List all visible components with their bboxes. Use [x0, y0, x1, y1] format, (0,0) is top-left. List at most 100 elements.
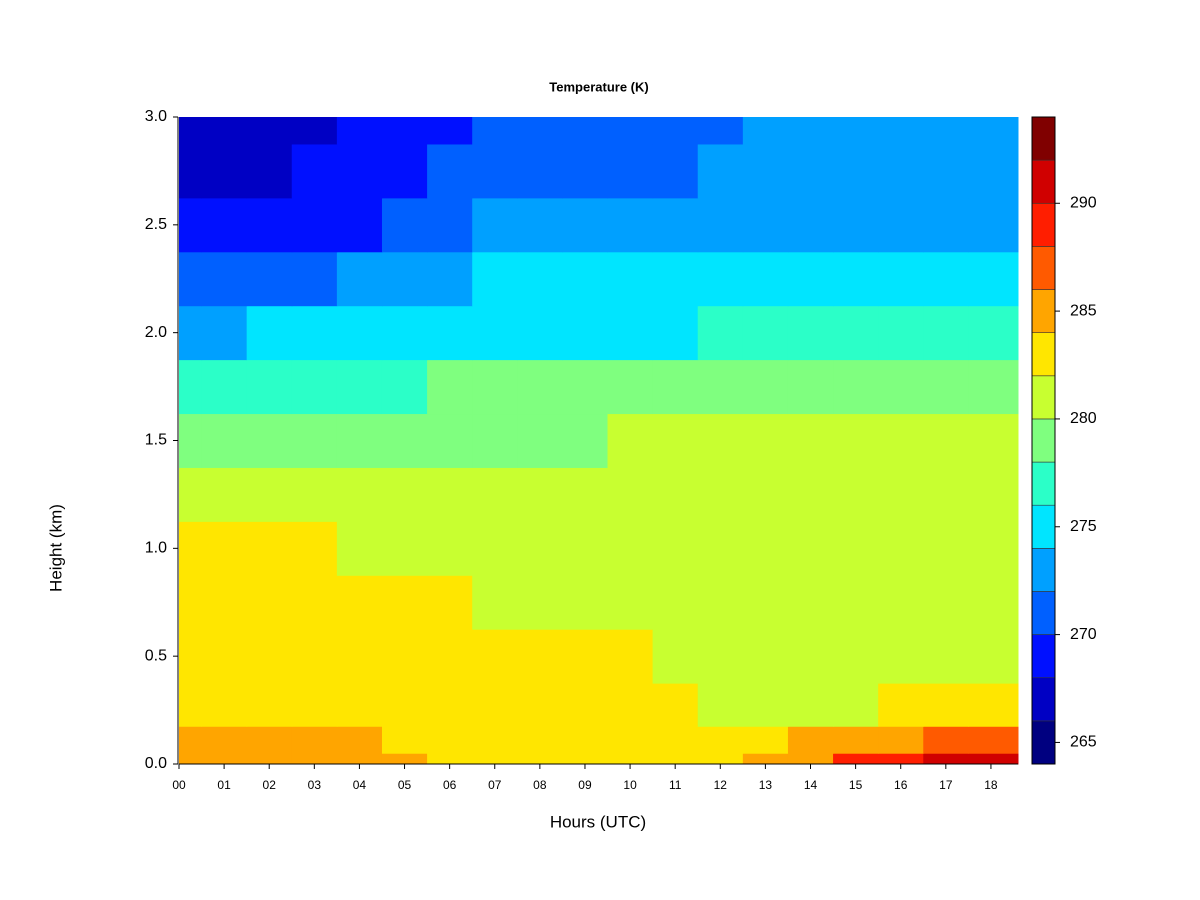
contour-cell [517, 521, 563, 576]
y-tick-label: 0.0 [145, 755, 167, 772]
contour-cell [472, 413, 518, 468]
contour-cell [179, 143, 203, 199]
contour-cell [201, 753, 248, 765]
contour-cell [291, 305, 338, 361]
contour-cell [878, 117, 924, 145]
colorbar-tick-label: 275 [1070, 518, 1097, 535]
contour-cell [742, 683, 789, 727]
contour-cell [742, 575, 789, 630]
contour-cell [923, 117, 969, 145]
contour-cell [179, 251, 203, 307]
chart-title: Temperature (K) [549, 79, 648, 94]
x-tick-label: 01 [217, 778, 231, 792]
contour-cell [697, 413, 744, 468]
contour-cell [697, 251, 744, 307]
y-tick-label: 1.0 [145, 540, 167, 557]
contour-cell [787, 726, 834, 754]
contour-cell [427, 575, 473, 630]
colorbar-swatch [1031, 289, 1056, 333]
contour-cell [878, 251, 924, 307]
contour-cell [472, 726, 518, 754]
contour-cell [291, 467, 338, 522]
contour-cell [336, 197, 383, 253]
contour-cell [179, 521, 203, 576]
contour-cell [652, 251, 699, 307]
x-tick-label: 03 [308, 778, 322, 792]
contour-cell [697, 359, 744, 415]
x-axis-label: Hours (UTC) [550, 812, 646, 831]
contour-cell [607, 197, 654, 253]
contour-cell [517, 683, 563, 727]
x-tick-label: 04 [353, 778, 367, 792]
contour-cell [697, 305, 744, 361]
contour-cell [923, 726, 969, 754]
contour-cell [833, 305, 879, 361]
contour-cell [427, 251, 473, 307]
contour-cell [179, 575, 203, 630]
contour-cell [787, 197, 834, 253]
contour-cell [787, 251, 834, 307]
contour-cell [201, 521, 248, 576]
contour-cell [472, 143, 518, 199]
contour-cell [833, 575, 879, 630]
contour-cell [179, 359, 203, 415]
contour-cell [562, 359, 609, 415]
x-tick-label: 05 [398, 778, 412, 792]
contour-field [179, 117, 1019, 765]
contour-cell [517, 629, 563, 684]
contour-cell [381, 117, 428, 145]
contour-cell [652, 629, 699, 684]
contour-cell [562, 413, 609, 468]
contour-cell [246, 143, 293, 199]
contour-cell [427, 726, 473, 754]
contour-cell [381, 726, 428, 754]
contour-cell [427, 197, 473, 253]
contour-cell [697, 683, 744, 727]
y-tick-label: 1.5 [145, 432, 167, 449]
colorbar-swatch [1031, 677, 1056, 722]
contour-cell [472, 359, 518, 415]
contour-cell [336, 726, 383, 754]
contour-cell [246, 251, 293, 307]
contour-cell [878, 467, 924, 522]
contour-cell [652, 117, 699, 145]
contour-cell [246, 305, 293, 361]
contour-cell [472, 575, 518, 630]
contour-cell [562, 251, 609, 307]
contour-cell [291, 521, 338, 576]
contour-cell [562, 305, 609, 361]
contour-cell [381, 467, 428, 522]
contour-cell [562, 197, 609, 253]
contour-cell [742, 117, 789, 145]
contour-cell [562, 726, 609, 754]
contour-cell [652, 753, 699, 765]
contour-cell [833, 753, 879, 765]
contour-cell [201, 683, 248, 727]
contour-cell [336, 575, 383, 630]
contour-cell [472, 197, 518, 253]
contour-cell [833, 521, 879, 576]
contour-cell [381, 629, 428, 684]
contour-cell [427, 359, 473, 415]
contour-cell [742, 359, 789, 415]
contour-cell [787, 683, 834, 727]
contour-cell [652, 726, 699, 754]
contour-cell [607, 413, 654, 468]
contour-cell [787, 413, 834, 468]
contour-cell [336, 683, 383, 727]
contour-cell [336, 629, 383, 684]
contour-cell [787, 521, 834, 576]
contour-cell [246, 413, 293, 468]
x-tick-label: 17 [939, 778, 953, 792]
contour-cell [562, 683, 609, 727]
contour-cell [246, 117, 293, 145]
contour-cell [968, 753, 1019, 765]
contour-cell [968, 575, 1019, 630]
contour-cell [833, 143, 879, 199]
contour-cell [742, 629, 789, 684]
contour-cell [517, 305, 563, 361]
colorbar-swatch [1031, 591, 1056, 635]
contour-cell [179, 413, 203, 468]
colorbar-swatch [1031, 332, 1056, 377]
x-tick-label: 18 [984, 778, 998, 792]
